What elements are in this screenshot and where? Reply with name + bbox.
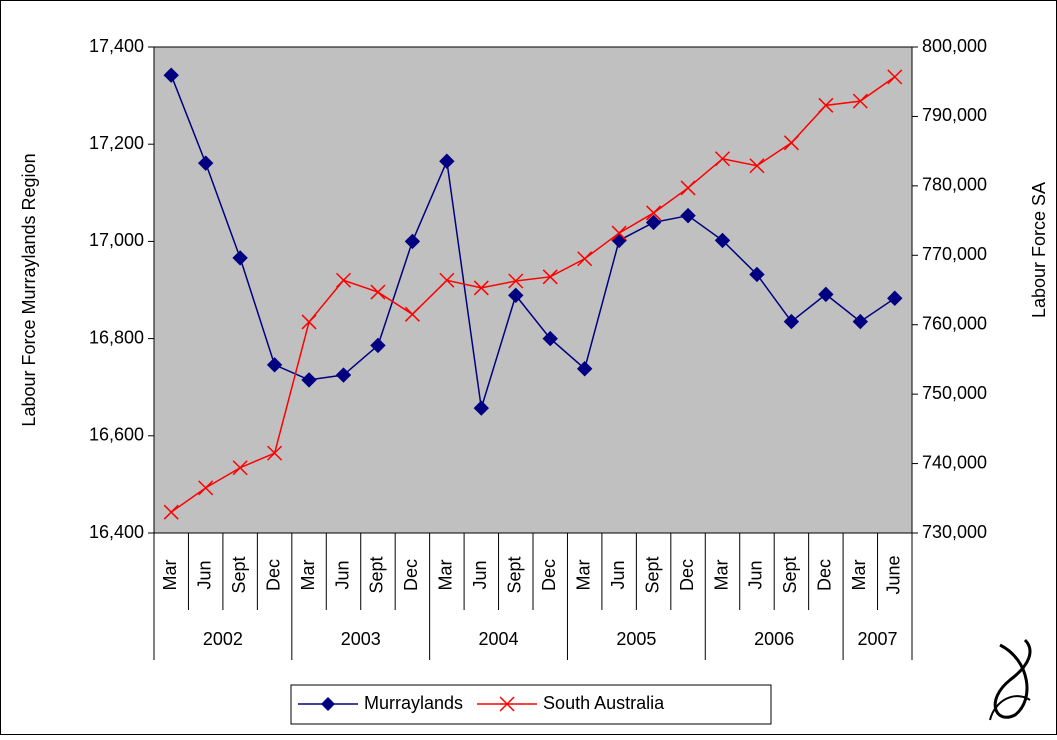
data-point xyxy=(439,272,455,288)
plot-area xyxy=(153,46,913,534)
y2-axis-label: Labour Force SA xyxy=(1029,182,1049,318)
data-point xyxy=(267,445,283,461)
x-tick-label: Sept xyxy=(367,556,387,593)
x-tick-label: Dec xyxy=(401,559,421,591)
data-point xyxy=(852,313,869,330)
data-point xyxy=(783,313,800,330)
data-point xyxy=(714,232,731,249)
data-point xyxy=(818,97,834,113)
data-point xyxy=(749,158,765,174)
data-point xyxy=(646,205,662,221)
data-point xyxy=(301,372,317,388)
data-point xyxy=(473,400,490,416)
x-group-label: 2005 xyxy=(616,629,656,649)
y-tick-label: 17,200 xyxy=(89,133,144,153)
x-tick-label: Mar xyxy=(711,559,731,590)
x-group-label: 2002 xyxy=(203,629,243,649)
series-line xyxy=(170,76,896,513)
data-point xyxy=(887,290,903,306)
data-point xyxy=(818,286,834,303)
y-tick-label: 16,600 xyxy=(89,425,144,445)
x-tick-label: Sept xyxy=(780,556,800,593)
data-point xyxy=(887,69,903,85)
x-group-label: 2007 xyxy=(858,629,898,649)
x-tick-label: Mar xyxy=(849,559,869,590)
data-point xyxy=(404,306,420,322)
data-point xyxy=(508,287,524,304)
x-tick-label: Dec xyxy=(263,559,283,591)
x-tick-label: Sept xyxy=(229,556,249,593)
data-point xyxy=(611,225,627,241)
data-point xyxy=(576,361,593,377)
y2-tick-label: 770,000 xyxy=(922,244,987,264)
y-tick-label: 16,800 xyxy=(89,327,144,347)
y2-tick-label: 780,000 xyxy=(922,175,987,195)
data-point xyxy=(370,284,386,300)
data-point xyxy=(335,367,352,383)
x-tick-label: Mar xyxy=(573,559,593,590)
x-tick-label: Dec xyxy=(539,559,559,591)
logo xyxy=(989,638,1032,721)
data-point xyxy=(404,233,421,250)
x-tick-label: Jun xyxy=(470,560,490,589)
data-point xyxy=(680,207,696,224)
data-point xyxy=(852,93,868,109)
data-point xyxy=(232,250,248,266)
legend-marker xyxy=(321,697,335,711)
legend-marker xyxy=(499,696,515,712)
x-tick-label: Jun xyxy=(746,560,766,589)
data-point xyxy=(370,337,386,354)
x-tick-label: Mar xyxy=(298,559,318,590)
data-point xyxy=(232,460,248,476)
x-tick-label: Dec xyxy=(815,559,835,591)
x-tick-label: Sept xyxy=(505,556,525,593)
data-point xyxy=(439,153,455,169)
data-point xyxy=(301,314,317,330)
data-point xyxy=(542,269,558,285)
data-point xyxy=(163,504,179,520)
data-point xyxy=(473,280,489,296)
y2-tick-label: 760,000 xyxy=(922,313,987,333)
y2-tick-label: 750,000 xyxy=(922,383,987,403)
data-point xyxy=(714,151,731,167)
y-axis-label: Labour Force Murraylands Region xyxy=(19,153,39,426)
y-tick-label: 17,000 xyxy=(89,230,144,250)
y-tick-label: 17,400 xyxy=(89,36,144,56)
data-point xyxy=(577,251,593,267)
x-group-label: 2003 xyxy=(341,629,381,649)
y2-tick-label: 800,000 xyxy=(922,36,987,56)
y-tick-label: 16,400 xyxy=(89,522,144,542)
data-point xyxy=(645,214,662,231)
legend-label: South Australia xyxy=(543,693,665,713)
x-tick-label: Jun xyxy=(608,560,628,589)
data-point xyxy=(749,266,765,283)
data-point xyxy=(197,155,214,171)
y2-tick-label: 730,000 xyxy=(922,522,987,542)
x-group-label: 2006 xyxy=(754,629,794,649)
data-point xyxy=(508,273,524,289)
x-tick-label: Dec xyxy=(677,559,697,591)
data-point xyxy=(783,135,799,151)
data-point xyxy=(163,67,179,83)
data-point xyxy=(266,357,283,373)
legend-label: Murraylands xyxy=(364,693,463,713)
data-point xyxy=(680,180,696,196)
x-tick-label: Jun xyxy=(194,560,214,589)
x-group-label: 2004 xyxy=(479,629,519,649)
y2-tick-label: 740,000 xyxy=(922,452,987,472)
x-tick-label: June xyxy=(884,555,904,594)
x-tick-label: Sept xyxy=(642,556,662,593)
y2-tick-label: 790,000 xyxy=(922,105,987,125)
x-tick-label: Mar xyxy=(436,559,456,590)
x-tick-label: Jun xyxy=(332,560,352,589)
x-tick-label: Mar xyxy=(160,559,180,590)
series-line xyxy=(170,74,896,409)
data-point xyxy=(198,480,214,496)
data-point xyxy=(335,272,352,288)
data-point xyxy=(542,330,558,347)
